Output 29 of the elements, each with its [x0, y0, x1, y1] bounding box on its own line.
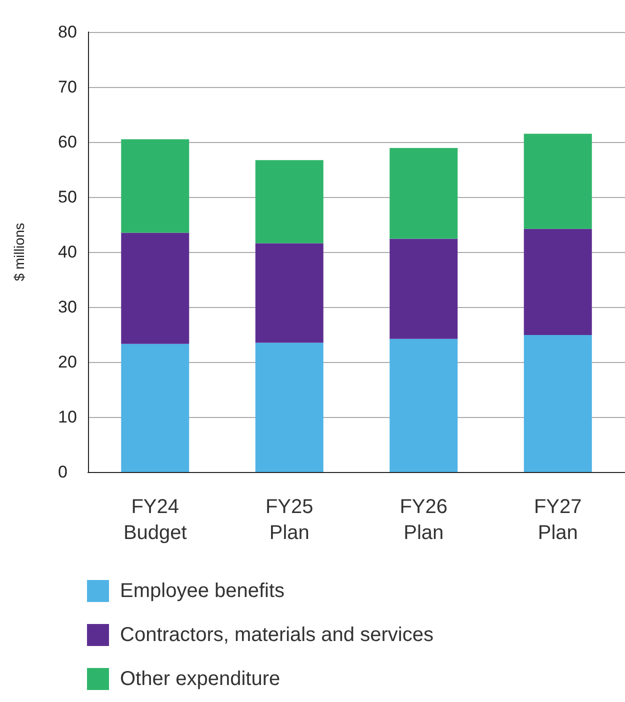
x-tick-label: FY27 Plan	[534, 496, 582, 544]
y-tick-label: 0	[58, 462, 68, 482]
bar	[121, 232, 190, 344]
y-tick-label: 60	[58, 132, 77, 152]
x-tick-label: FY24 Budget	[123, 496, 188, 544]
y-tick-label: 30	[58, 298, 77, 316]
bar	[524, 228, 592, 336]
bar	[121, 139, 190, 233]
y-tick-label: 70	[58, 78, 77, 96]
legend-label: Contractors, materials and services	[120, 624, 434, 646]
y-axis-title: $ millions	[11, 222, 27, 282]
y-tick-label: 20	[58, 352, 77, 372]
y-tick-label: 10	[58, 408, 77, 426]
y-tick-label: 80	[58, 22, 77, 42]
bar	[255, 160, 324, 244]
bar	[524, 335, 592, 472]
y-tick-label: 50	[58, 188, 77, 206]
bar	[121, 344, 190, 472]
bar	[255, 342, 324, 472]
legend-label: Other expenditure	[120, 668, 280, 690]
bar	[255, 243, 324, 343]
bar	[390, 148, 458, 239]
x-tick-label: FY26 Plan	[400, 496, 448, 544]
bar	[390, 238, 458, 339]
y-tick-label: 40	[58, 242, 77, 262]
bar	[390, 338, 458, 472]
bar	[524, 134, 592, 229]
x-tick-label: FY25 Plan	[265, 496, 314, 544]
legend-label: Employee benefits	[120, 580, 285, 602]
